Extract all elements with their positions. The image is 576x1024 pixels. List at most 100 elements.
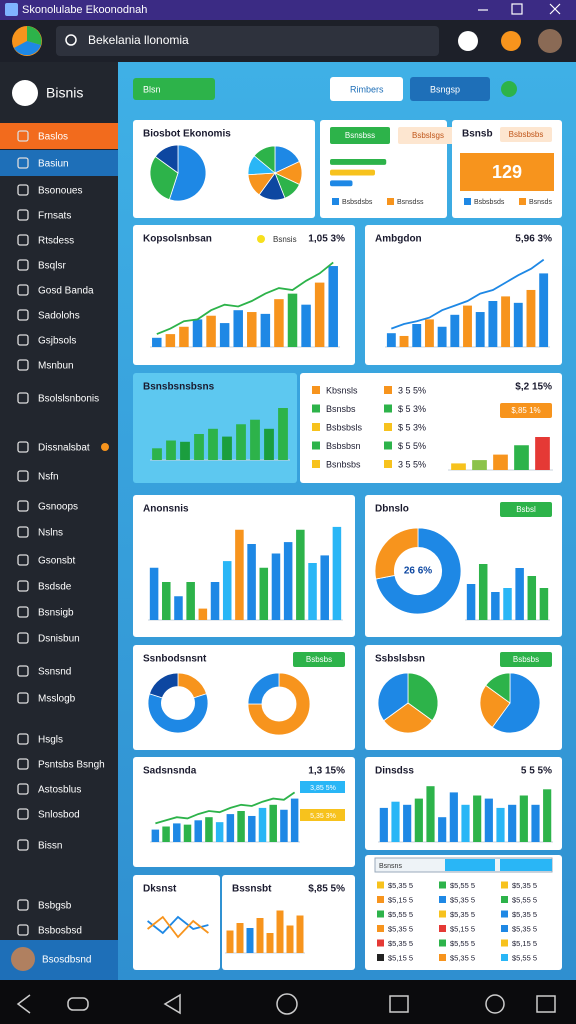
- bar: [208, 428, 218, 460]
- nav-bar: [0, 980, 576, 1024]
- nav-item[interactable]: Nslns: [38, 528, 63, 539]
- cell-swatch: [501, 954, 508, 961]
- nav-item[interactable]: Dissnalsbat: [38, 443, 90, 454]
- legend-swatch: [257, 235, 265, 243]
- badge-text: $,85 1%: [511, 406, 540, 415]
- nav-icon: [17, 899, 29, 911]
- bar: [296, 915, 304, 953]
- nav-item[interactable]: Msslogb: [38, 694, 76, 705]
- nav-settings[interactable]: [485, 994, 505, 1014]
- message-icon[interactable]: [501, 31, 521, 51]
- nav-home-alt[interactable]: [67, 997, 89, 1011]
- cell-swatch: [377, 881, 384, 889]
- nav-icon: [17, 259, 29, 271]
- row-swatch: [312, 404, 320, 413]
- cell-text: $5,55 5: [512, 953, 537, 962]
- nav-windows[interactable]: [536, 995, 556, 1013]
- nav-item[interactable]: Frnsats: [38, 211, 71, 222]
- legend-swatch: [332, 198, 339, 205]
- progress-bar: [330, 180, 353, 187]
- bar: [531, 804, 540, 842]
- avatar[interactable]: [538, 29, 562, 53]
- bar: [301, 304, 311, 347]
- kpi-box: [460, 153, 554, 191]
- nav-item[interactable]: Gsonsbt: [38, 556, 75, 567]
- search-box[interactable]: [56, 26, 439, 56]
- bar: [192, 319, 203, 347]
- toolbar-icon[interactable]: [501, 81, 517, 97]
- bar: [173, 823, 181, 842]
- nav-icon: [17, 184, 29, 196]
- bar: [328, 266, 338, 347]
- bar: [248, 815, 256, 842]
- toolbar-button-text: Bsngsp: [430, 84, 460, 94]
- cell-text: $5,35 5: [388, 881, 413, 890]
- nav-home[interactable]: [276, 993, 298, 1015]
- brand-icon: [12, 80, 38, 106]
- cell-swatch: [439, 881, 446, 889]
- nav-item[interactable]: Gosd Banda: [38, 286, 94, 297]
- nav-icon: [17, 924, 29, 936]
- nav-item[interactable]: Bsqlsr: [38, 261, 66, 272]
- nav-item[interactable]: Rtsdess: [38, 236, 74, 247]
- cell-swatch: [501, 910, 508, 918]
- nav-item[interactable]: Bissn: [38, 841, 62, 852]
- nav-icon: [17, 606, 29, 618]
- bar: [276, 910, 284, 953]
- card-button[interactable]: [398, 127, 458, 144]
- pie-slice: [407, 672, 439, 722]
- cell-text: $5,55 5: [450, 939, 475, 948]
- nav-item[interactable]: Hsgls: [38, 735, 63, 746]
- nav-item[interactable]: Dsnisbun: [38, 634, 80, 645]
- nav-triangle[interactable]: [163, 993, 181, 1015]
- badge-text: Bsbsbs: [306, 655, 332, 664]
- maximize[interactable]: [511, 3, 523, 15]
- nav-item[interactable]: Ssnsnd: [38, 667, 71, 678]
- notification-icon[interactable]: [458, 31, 478, 51]
- card-button[interactable]: [330, 127, 390, 144]
- nav-item[interactable]: Gsjbsols: [38, 336, 76, 347]
- bar: [226, 930, 234, 953]
- bar: [287, 293, 298, 347]
- nav-item[interactable]: Baslos: [38, 132, 68, 143]
- nav-item[interactable]: Bsolslsnbonis: [38, 394, 99, 405]
- close[interactable]: [549, 3, 561, 15]
- nav-item[interactable]: Bsnsigb: [38, 608, 74, 619]
- bar: [237, 811, 245, 842]
- nav-item[interactable]: Sadolohs: [38, 311, 80, 322]
- pie-slice: [149, 155, 179, 201]
- nav-recent[interactable]: [389, 995, 409, 1013]
- nav-item[interactable]: Gsnoops: [38, 502, 78, 513]
- bar: [491, 592, 500, 620]
- cell-swatch: [377, 954, 384, 961]
- nav-item[interactable]: Nsfn: [38, 472, 59, 483]
- toolbar-pill[interactable]: [133, 78, 215, 100]
- cell-text: $5,55 5: [450, 881, 475, 890]
- nav-item[interactable]: Basiun: [38, 159, 69, 170]
- legend-label: Bsnsds: [529, 199, 552, 206]
- row-swatch: [384, 404, 392, 413]
- line: [147, 915, 209, 935]
- bar: [543, 789, 552, 842]
- nav-item[interactable]: Snlosbod: [38, 810, 80, 821]
- card-title: Bsnsb: [462, 129, 493, 140]
- logo-part: [14, 41, 41, 56]
- pie-slice: [154, 144, 179, 174]
- nav-item[interactable]: Psntsbs Bsngh: [38, 760, 105, 771]
- bar: [236, 424, 246, 460]
- bar: [466, 584, 476, 620]
- title-bar: [0, 0, 576, 20]
- toolbar-button[interactable]: [410, 77, 490, 101]
- nav-back[interactable]: [16, 994, 31, 1014]
- bar: [493, 454, 508, 470]
- toolbar-button[interactable]: [330, 77, 403, 101]
- nav-item[interactable]: Bsbosbsd: [38, 926, 82, 937]
- nav-item[interactable]: Bsonoues: [38, 186, 82, 197]
- nav-item[interactable]: Bsdsde: [38, 582, 72, 593]
- nav-icon: [17, 733, 29, 745]
- nav-item[interactable]: Astosblus: [38, 785, 81, 796]
- table-header-tag: [500, 859, 552, 871]
- nav-icon: [17, 309, 29, 321]
- nav-item[interactable]: Bsbgsb: [38, 901, 72, 912]
- nav-item[interactable]: Msnbun: [38, 361, 74, 372]
